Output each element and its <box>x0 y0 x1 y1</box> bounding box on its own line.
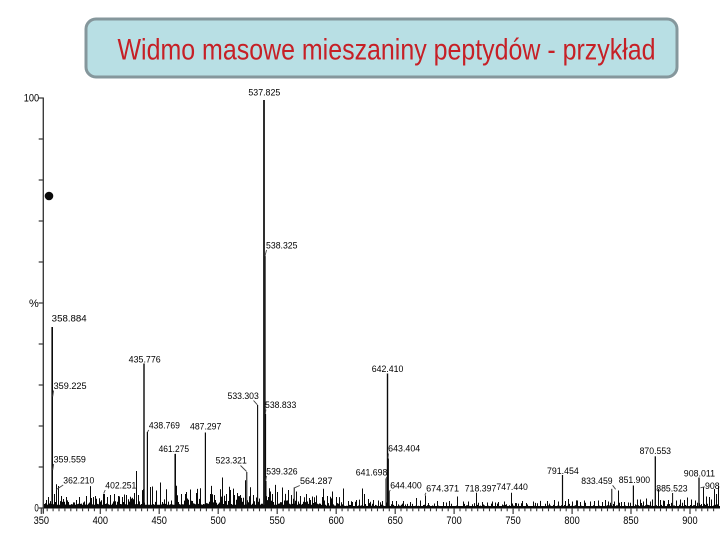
svg-text:537.825: 537.825 <box>248 88 280 98</box>
svg-text:750: 750 <box>505 515 520 527</box>
svg-text:643.404: 643.404 <box>388 444 420 454</box>
svg-text:674.371: 674.371 <box>426 483 459 493</box>
svg-text:747.440: 747.440 <box>496 482 528 492</box>
svg-text:358.884: 358.884 <box>52 314 87 324</box>
svg-text:800: 800 <box>564 515 579 527</box>
svg-text:359.225: 359.225 <box>54 381 87 391</box>
svg-text:359.559: 359.559 <box>54 455 86 465</box>
svg-text:791.454: 791.454 <box>547 466 579 476</box>
svg-text:450: 450 <box>152 515 167 527</box>
svg-text:350: 350 <box>34 515 49 527</box>
svg-text:850: 850 <box>623 515 638 527</box>
svg-text:533.303: 533.303 <box>228 391 259 401</box>
svg-text:650: 650 <box>388 515 403 527</box>
svg-text:718.397: 718.397 <box>465 483 497 493</box>
svg-text:642.410: 642.410 <box>372 364 404 374</box>
svg-text:870.553: 870.553 <box>640 446 671 456</box>
svg-text:500: 500 <box>211 515 226 527</box>
svg-text:851.900: 851.900 <box>619 475 650 485</box>
svg-text:900: 900 <box>682 515 697 527</box>
svg-text:402.251: 402.251 <box>105 481 136 491</box>
svg-text:487.297: 487.297 <box>190 422 221 432</box>
svg-text:908.0: 908.0 <box>705 481 720 491</box>
svg-text:Widmo masowe mieszaniny peptyd: Widmo masowe mieszaniny peptydów - przyk… <box>118 34 656 67</box>
svg-text:833.459: 833.459 <box>581 476 612 486</box>
svg-text:885.523: 885.523 <box>656 483 687 493</box>
svg-text:0: 0 <box>34 503 38 515</box>
svg-text:538.325: 538.325 <box>266 241 298 251</box>
svg-text:550: 550 <box>270 515 285 527</box>
svg-text:362.210: 362.210 <box>63 476 94 486</box>
svg-text:523.321: 523.321 <box>216 456 247 466</box>
svg-text:435.776: 435.776 <box>129 355 161 365</box>
svg-text:644.400: 644.400 <box>390 480 422 490</box>
svg-text:538.833: 538.833 <box>265 400 296 410</box>
svg-text:539.326: 539.326 <box>266 467 297 477</box>
svg-text:438.769: 438.769 <box>149 421 180 431</box>
svg-text:461.275: 461.275 <box>159 444 190 454</box>
svg-text:641.698: 641.698 <box>356 468 388 478</box>
svg-text:400: 400 <box>93 515 108 527</box>
svg-text:100: 100 <box>24 92 39 104</box>
svg-text:564.287: 564.287 <box>300 476 333 486</box>
svg-text:908.011: 908.011 <box>684 468 715 478</box>
svg-text:600: 600 <box>329 515 344 527</box>
svg-text:700: 700 <box>446 515 461 527</box>
svg-text:%: % <box>29 298 39 310</box>
